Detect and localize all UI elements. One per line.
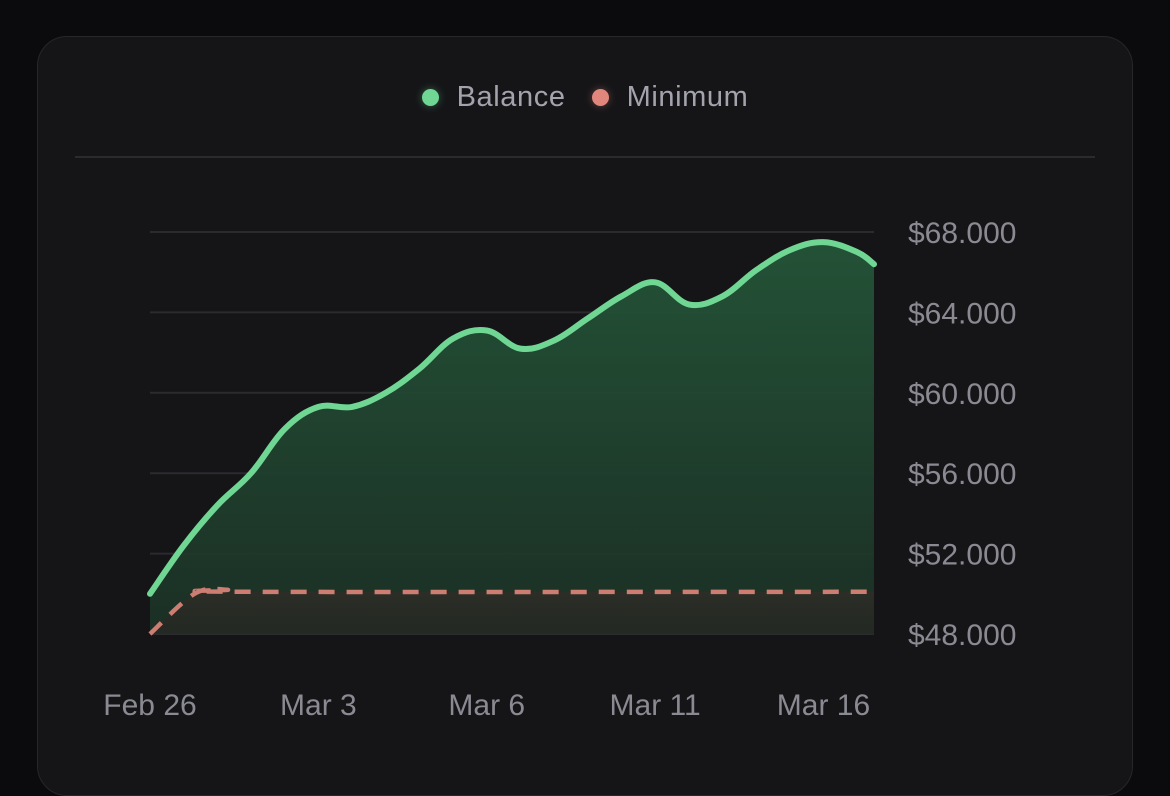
minimum-line [148, 586, 875, 636]
x-tick-label: Mar 6 [448, 689, 525, 722]
balance-chart: $48.000 $52.000 $56.000 $60.000 $64.000 $68.0… [103, 217, 1016, 722]
legend-item-minimum[interactable]: Minimum [591, 81, 749, 114]
legend-item-balance[interactable]: Balance [421, 81, 566, 114]
chart-card: Balance Minimum [37, 36, 1133, 796]
y-tick-label: $48.000 [908, 619, 1016, 652]
y-tick-label: $52.000 [908, 539, 1016, 572]
chart-legend: Balance Minimum [38, 81, 1132, 114]
minimum-area [150, 588, 874, 634]
y-tick-label: $60.000 [908, 378, 1016, 411]
legend-divider [75, 156, 1095, 158]
balance-dot-icon [421, 89, 439, 106]
y-tick-label: $64.000 [908, 297, 1016, 330]
legend-balance-label: Balance [456, 81, 566, 113]
y-tick-label: $68.000 [908, 217, 1016, 250]
x-tick-label: Mar 11 [610, 689, 701, 722]
minimum-dot-icon [591, 89, 609, 106]
x-tick-label: Mar 3 [280, 689, 357, 722]
x-tick-label: Mar 16 [777, 689, 870, 722]
y-tick-label: $56.000 [908, 458, 1016, 491]
balance-line [147, 239, 877, 597]
balance-area [150, 242, 874, 634]
x-tick-label: Feb 26 [103, 689, 196, 722]
legend-minimum-label: Minimum [626, 81, 749, 113]
